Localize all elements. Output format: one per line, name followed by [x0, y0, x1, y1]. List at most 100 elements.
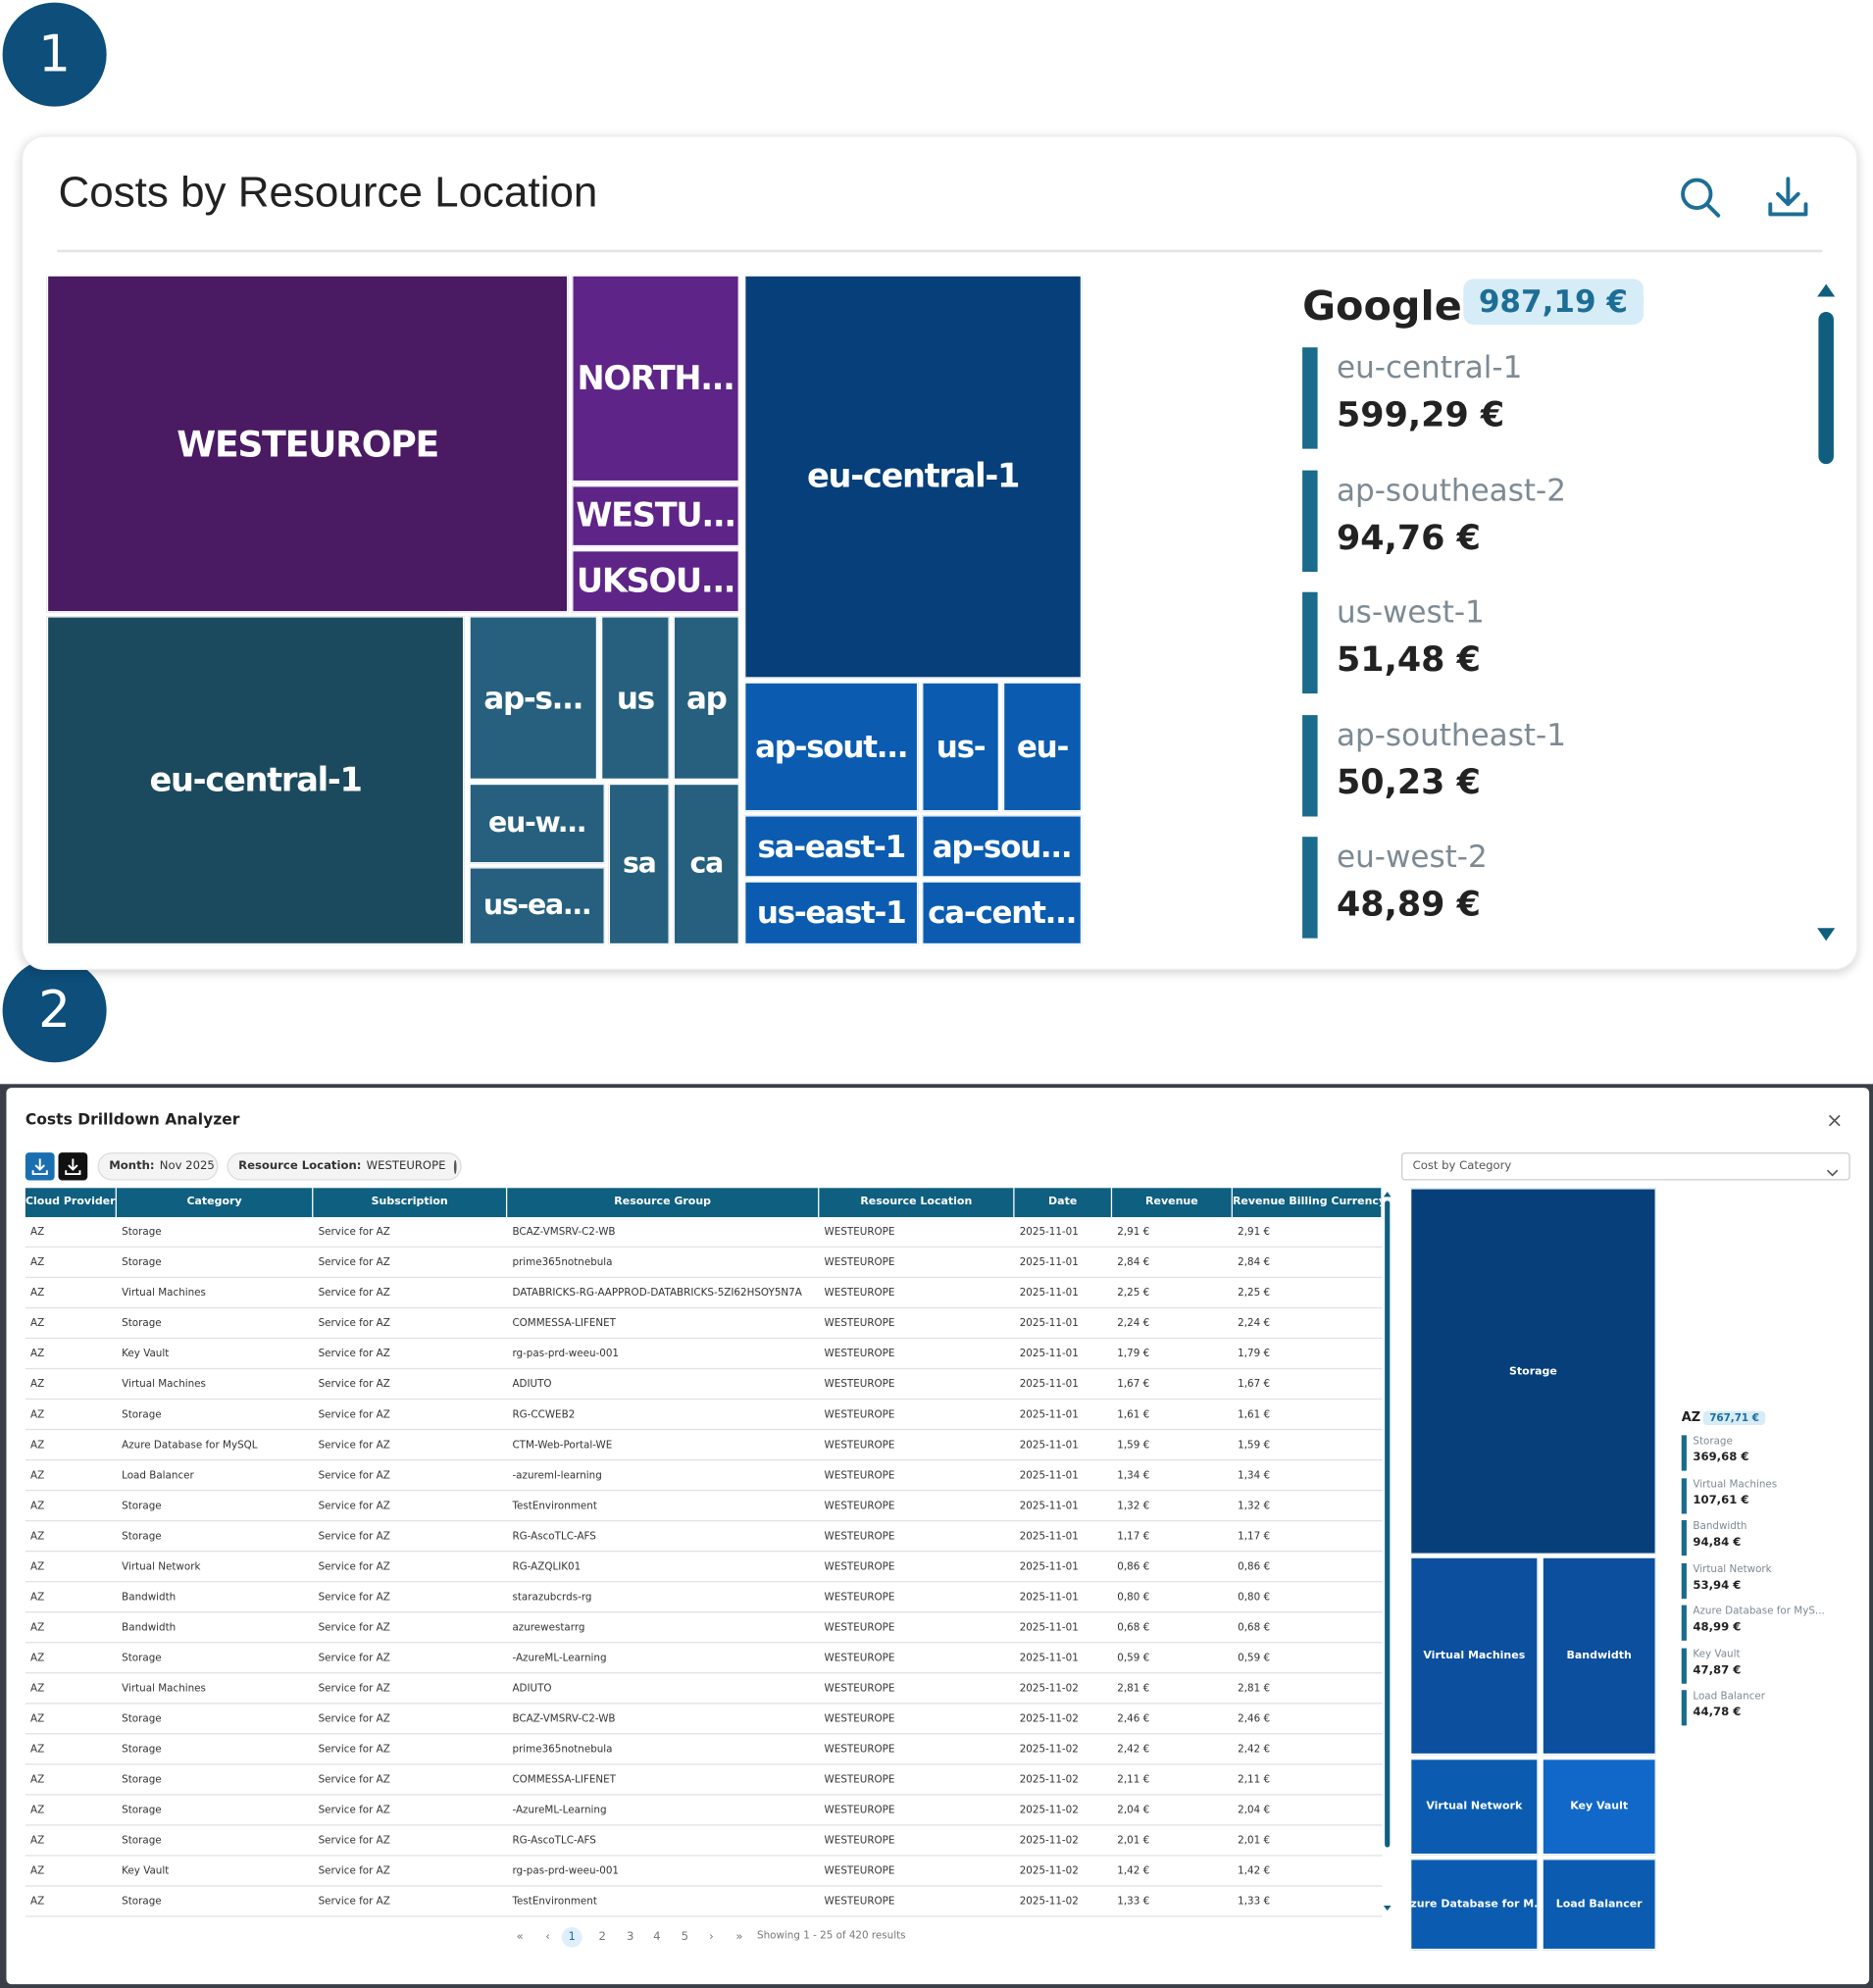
legend-bar — [1681, 1477, 1687, 1513]
table-cell: Service for AZ — [318, 1621, 390, 1634]
table-cell: 2,42 € — [1117, 1743, 1150, 1756]
page-button[interactable]: « — [516, 1930, 524, 1944]
page-button[interactable]: › — [709, 1930, 714, 1944]
column-header[interactable]: Subscription — [313, 1188, 508, 1218]
treemap-cell[interactable]: Virtual Machines — [1410, 1556, 1539, 1756]
filter-chip[interactable]: Month: Nov 2025 — [97, 1152, 219, 1181]
treemap-cell[interactable]: us- — [922, 682, 1000, 812]
page-button[interactable]: ‹ — [545, 1930, 550, 1944]
column-header[interactable]: Revenue Billing Currency — [1233, 1188, 1383, 1218]
table-cell: WESTEUROPE — [824, 1834, 895, 1847]
table-cell: WESTEUROPE — [824, 1287, 895, 1299]
treemap-cell[interactable]: us-east-1 — [744, 881, 919, 945]
table-cell: 2,91 € — [1117, 1226, 1150, 1238]
table-cell: DATABRICKS-RG-AAPPROD-DATABRICKS-5ZI62HS… — [512, 1287, 802, 1299]
legend-value: 48,99 € — [1693, 1621, 1742, 1635]
table-cell: 1,32 € — [1117, 1500, 1150, 1511]
treemap-cell[interactable]: Key Vault — [1542, 1759, 1656, 1856]
table-cell: WESTEUROPE — [824, 1348, 895, 1359]
treemap-cell[interactable]: ca-cent... — [922, 881, 1083, 945]
table-row — [25, 1308, 1383, 1340]
page-button[interactable]: 2 — [598, 1930, 606, 1944]
table-cell: 2025-11-01 — [1019, 1226, 1079, 1238]
legend-bar — [1681, 1435, 1687, 1471]
treemap-cell[interactable]: Load Balancer — [1542, 1859, 1656, 1951]
divider — [57, 249, 1823, 253]
table-cell: AZ — [30, 1864, 45, 1877]
legend-name: ap-southeast-2 — [1337, 472, 1566, 508]
table-cell: Service for AZ — [318, 1773, 390, 1786]
table-cell: WESTEUROPE — [824, 1804, 895, 1816]
table-cell: 2,01 € — [1238, 1834, 1271, 1847]
treemap-cell[interactable]: Bandwidth — [1542, 1556, 1656, 1756]
legend-name: Virtual Network — [1693, 1562, 1772, 1574]
table-cell: rg-pas-prd-weeu-001 — [512, 1348, 620, 1359]
export-button[interactable] — [58, 1152, 88, 1181]
table-cell: Service for AZ — [318, 1287, 390, 1299]
table-scrollbar[interactable] — [1380, 1188, 1395, 1916]
treemap-cell[interactable]: WESTEUROPE — [46, 275, 569, 613]
column-header[interactable]: Resource Group — [507, 1188, 820, 1218]
treemap-cell[interactable]: ap-sou... — [922, 815, 1083, 878]
table-cell: AZ — [30, 1652, 45, 1664]
treemap-cell[interactable]: Azure Database for M... — [1410, 1859, 1539, 1951]
dropdown[interactable]: Cost by Category — [1400, 1152, 1850, 1181]
treemap-cell[interactable]: ap-sout... — [744, 682, 919, 812]
legend-group: AZ — [1681, 1410, 1701, 1426]
table-cell: RG-CCWEB2 — [512, 1408, 576, 1420]
page-button[interactable]: 5 — [681, 1930, 689, 1944]
table-cell: AZ — [30, 1712, 45, 1725]
table-cell: starazubcrds-rg — [512, 1591, 592, 1604]
table-cell: Service for AZ — [318, 1500, 390, 1511]
export-button[interactable] — [25, 1152, 55, 1181]
table-cell: AZ — [30, 1743, 45, 1756]
treemap-cell[interactable]: us-ea... — [469, 867, 605, 945]
table-header — [25, 1188, 1383, 1218]
column-header[interactable]: Date — [1015, 1188, 1113, 1218]
legend-bar — [1681, 1519, 1687, 1556]
treemap-cell[interactable]: ap — [673, 616, 739, 781]
treemap-cell[interactable]: UKSOU... — [572, 550, 739, 613]
page-button[interactable]: 3 — [626, 1930, 634, 1944]
table-cell: 2,81 € — [1117, 1682, 1150, 1695]
column-header[interactable]: Resource Location — [819, 1188, 1015, 1218]
treemap-cell[interactable]: WESTU... — [572, 485, 739, 547]
treemap-cell[interactable]: sa-east-1 — [744, 815, 919, 878]
scrollbar[interactable] — [1813, 279, 1839, 950]
close-button[interactable]: × — [1826, 1107, 1844, 1133]
table-cell: 2025-11-01 — [1019, 1591, 1079, 1604]
page-button[interactable]: » — [735, 1930, 743, 1944]
filter-remove[interactable] — [454, 1159, 458, 1174]
treemap-cell[interactable]: us — [600, 616, 670, 781]
table-cell: ADIUTO — [512, 1378, 552, 1390]
table-cell: Service for AZ — [318, 1743, 390, 1756]
filter-chip[interactable]: Resource Location: WESTEUROPE — [227, 1152, 462, 1181]
table-row — [25, 1521, 1383, 1553]
treemap-cell[interactable]: eu-central-1 — [744, 275, 1083, 679]
column-header[interactable]: Revenue — [1112, 1188, 1233, 1218]
column-header[interactable]: Cloud Provider — [25, 1188, 117, 1218]
table-cell: 2,04 € — [1117, 1804, 1150, 1816]
treemap-cell[interactable]: ap-s... — [469, 616, 598, 781]
table-cell: WESTEUROPE — [824, 1773, 895, 1786]
table-cell: -AzureML-Learning — [512, 1804, 607, 1816]
treemap-cell[interactable]: ca — [673, 783, 739, 945]
treemap-cell[interactable]: eu- — [1002, 682, 1083, 812]
table-cell: Service for AZ — [318, 1226, 390, 1238]
treemap-cell[interactable]: eu-w... — [469, 783, 605, 864]
search-button[interactable] — [1677, 174, 1723, 220]
table-cell: 2025-11-02 — [1019, 1682, 1079, 1695]
table-cell: azurewestarrg — [512, 1621, 585, 1634]
treemap-cell[interactable]: Virtual Network — [1410, 1759, 1539, 1856]
treemap-cell[interactable]: Storage — [1410, 1188, 1656, 1555]
treemap-cell[interactable]: eu-central-1 — [46, 616, 465, 945]
table-cell: Service for AZ — [318, 1591, 390, 1604]
treemap-cell[interactable]: sa — [608, 783, 670, 945]
table-cell: AZ — [30, 1469, 45, 1481]
page-button[interactable]: 4 — [653, 1930, 661, 1944]
legend-value: 94,84 € — [1693, 1536, 1742, 1550]
treemap-cell[interactable]: NORTH... — [572, 275, 739, 483]
column-header[interactable]: Category — [117, 1188, 314, 1218]
download-button[interactable] — [1765, 174, 1811, 220]
page-button[interactable]: 1 — [561, 1926, 582, 1948]
